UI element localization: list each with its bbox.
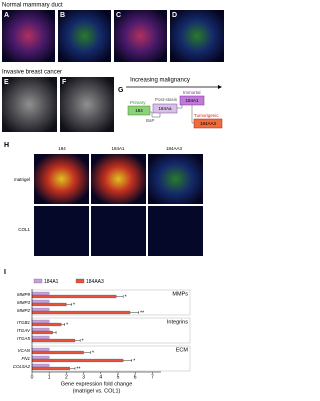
bar: [31, 350, 84, 355]
legend-label: 184A1: [44, 279, 59, 285]
page: Normal mammary duct Invasive breast canc…: [2, 2, 224, 395]
panel-label: E: [4, 79, 9, 86]
micrograph: [60, 77, 114, 132]
panel-label: G: [118, 87, 124, 94]
bar: [31, 335, 50, 340]
legend-label: 184AA3: [86, 279, 104, 285]
group-label: Integrins: [167, 319, 188, 325]
bar: [31, 363, 50, 368]
panel-label: D: [172, 12, 177, 19]
group-label: ECM: [176, 347, 189, 353]
stage-label: Tumorigenic: [194, 113, 219, 118]
figure: Normal mammary duct Invasive breast canc…: [2, 3, 224, 394]
x-tick-label: 4: [99, 374, 102, 380]
bar: [31, 299, 50, 304]
stage-box: [193, 118, 223, 129]
stage-box: [152, 103, 178, 114]
x-tick-label: 5: [117, 374, 120, 380]
bar: [31, 327, 50, 332]
section-label: Invasive breast cancer: [2, 70, 62, 76]
x-tick-label: 1: [48, 374, 51, 380]
panel-label: C: [116, 12, 121, 19]
y-tick-label: FN1: [21, 356, 30, 361]
bar: [31, 319, 50, 324]
column-label: 184AA3: [166, 146, 183, 151]
y-tick-label: ITGAV: [17, 328, 31, 333]
bar: [31, 322, 62, 327]
arrow-head: [218, 85, 222, 89]
micrograph: [91, 154, 146, 204]
bar: [31, 366, 70, 371]
x-tick-label: 3: [82, 374, 85, 380]
connector: [191, 105, 194, 124]
x-axis-label: (matrigel vs. COL1): [73, 388, 121, 394]
micrograph: [148, 206, 203, 256]
y-tick-label: VCAN: [17, 348, 30, 353]
significance: *: [82, 338, 84, 344]
section-label: Normal mammary duct: [2, 3, 63, 9]
connector: [177, 105, 183, 109]
connector: [150, 111, 161, 118]
bar: [31, 310, 131, 315]
y-tick-label: MMP3: [17, 300, 30, 305]
panel-label: A: [4, 12, 9, 19]
panel-label: H: [4, 142, 9, 149]
bar: [31, 330, 53, 335]
column-label: 184A1: [111, 146, 125, 151]
y-tick-label: COL5A2: [13, 364, 31, 369]
stage-name: 184Aa: [158, 106, 172, 111]
significance: *: [133, 358, 135, 364]
stage-box: [127, 105, 151, 116]
stage-label: Immortal: [183, 90, 201, 95]
bar: [31, 358, 124, 363]
micrograph: [58, 10, 111, 62]
panel-label: I: [4, 269, 6, 276]
group-label: MMPs: [172, 291, 188, 297]
bar: [31, 294, 117, 299]
row-label: matrigel: [14, 177, 30, 182]
stage-name: 184A1: [185, 98, 199, 103]
micrograph: [148, 154, 203, 204]
stage-name: 184AA3: [200, 121, 217, 126]
micrograph: [114, 10, 167, 62]
bar: [31, 307, 50, 312]
diagram-title: Increasing malignancy: [130, 78, 190, 84]
stage-label: Primary: [130, 100, 146, 105]
y-tick-label: ITGA5: [17, 336, 31, 341]
row-label: COL1: [18, 227, 30, 232]
y-tick-label: MMP9: [17, 292, 30, 297]
legend-swatch: [75, 278, 85, 284]
micrograph: [91, 206, 146, 256]
significance: *: [125, 294, 127, 300]
bar: [31, 338, 76, 343]
significance: *: [92, 350, 94, 356]
y-tick-label: MMP2: [17, 308, 30, 313]
significance: **: [77, 366, 81, 372]
agent-label: BaP: [146, 118, 155, 123]
micrograph: [34, 154, 89, 204]
bar: [31, 347, 50, 352]
significance: **: [140, 310, 144, 316]
bar: [31, 291, 50, 296]
micrograph: [34, 206, 89, 256]
panel-label: F: [62, 79, 67, 86]
panel-label: B: [60, 12, 65, 19]
micrograph: [170, 10, 224, 62]
x-tick-label: 0: [31, 374, 34, 380]
significance: *: [66, 322, 68, 328]
micrograph: [2, 10, 55, 62]
bar: [31, 302, 67, 307]
y-tick-label: ITGB1: [17, 320, 31, 325]
x-axis-label: Gene expression fold change: [61, 381, 133, 387]
x-tick-label: 7: [151, 374, 154, 380]
bar: [31, 355, 50, 360]
stage-name: 184: [135, 108, 143, 113]
stage-label: Post-stasis: [155, 97, 178, 102]
legend-swatch: [33, 278, 43, 284]
x-tick-label: 6: [134, 374, 137, 380]
micrograph: [2, 77, 57, 132]
significance: *: [73, 302, 75, 308]
column-label: 184: [58, 146, 66, 151]
x-tick-label: 2: [65, 374, 68, 380]
